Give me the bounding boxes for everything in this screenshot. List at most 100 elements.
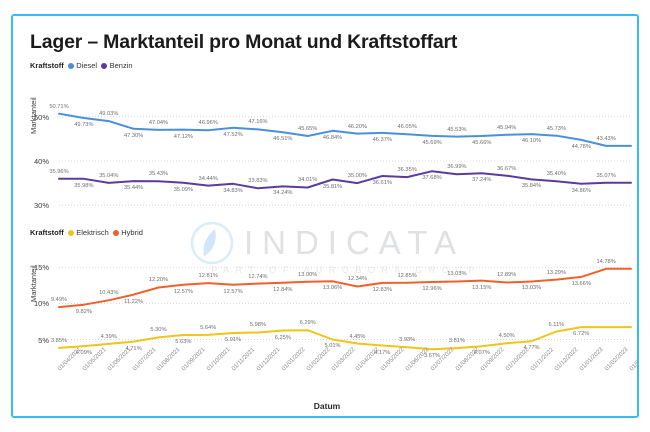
data-label: 10.43% — [99, 290, 119, 297]
data-label: 35.04% — [99, 172, 119, 179]
y-axis-tick: 10% — [33, 299, 49, 309]
data-label: 5.91% — [225, 336, 242, 343]
data-label: 9.49% — [50, 297, 68, 304]
data-label: 34.86% — [571, 187, 591, 194]
data-label: 47.30% — [123, 132, 144, 139]
data-label: 6.72% — [573, 331, 590, 338]
data-label: 35.00% — [347, 173, 368, 180]
data-label: 12.84% — [273, 286, 293, 293]
data-label: 35.44% — [123, 185, 144, 192]
data-label: 46.37% — [372, 136, 392, 143]
data-label: 4.45% — [349, 333, 366, 340]
data-label: 34.24% — [273, 190, 293, 197]
data-label: 5.01% — [324, 343, 341, 350]
data-label: 46.20% — [347, 123, 368, 130]
data-label: 12.85% — [397, 272, 417, 279]
data-label: 3.93% — [399, 337, 416, 344]
legend-item-diesel[interactable]: Diesel — [67, 61, 98, 70]
data-label: 4.39% — [100, 333, 117, 340]
data-label: 45.65% — [298, 126, 318, 133]
data-label: 45.66% — [472, 140, 492, 146]
data-label: 34.44% — [198, 175, 218, 182]
y-axis-tick: 30% — [33, 201, 49, 211]
data-label: 4.09% — [75, 350, 92, 357]
data-label: 46.05% — [397, 124, 417, 131]
data-label: 6.25% — [274, 334, 291, 341]
y-axis-tick: 15% — [33, 263, 49, 273]
data-label: 13.15% — [472, 284, 492, 291]
data-label: 4.71% — [125, 345, 142, 352]
data-label: 46.84% — [322, 134, 343, 141]
data-label: 37.24% — [472, 177, 492, 184]
data-label: 11.22% — [124, 298, 144, 305]
legend-top-title: Kraftstoff — [30, 61, 64, 70]
data-label: 36.67% — [496, 165, 517, 172]
data-label: 12.83% — [372, 286, 392, 293]
data-label: 45.53% — [447, 126, 467, 133]
data-label: 4.50% — [498, 333, 515, 340]
data-label: 12.81% — [198, 273, 218, 280]
series-line-elektrisch — [58, 326, 632, 351]
data-label: 35.09% — [173, 186, 193, 193]
data-label: 47.16% — [248, 119, 268, 126]
data-label: 35.43% — [148, 171, 169, 178]
legend-dot-hybrid — [112, 229, 119, 236]
data-label: 12.34% — [347, 276, 368, 283]
legend-top: Kraftstoff Diesel Benzin — [30, 61, 133, 70]
data-label: 46.10% — [521, 138, 542, 145]
data-label: 45.73% — [546, 125, 567, 132]
data-label: 14.78% — [596, 258, 616, 265]
legend-item-hybrid[interactable]: Hybrid — [112, 228, 143, 237]
data-label: 13.66% — [571, 280, 591, 287]
data-label: 13.06% — [322, 285, 343, 292]
chart-card: Lager – Marktanteil pro Monat und Krafts… — [11, 14, 639, 418]
data-label: 3.81% — [448, 338, 465, 345]
legend-dot-diesel — [67, 62, 74, 69]
data-label: 12.96% — [422, 285, 442, 292]
data-label: 36.61% — [372, 179, 392, 186]
data-label: 12.89% — [496, 272, 517, 279]
data-label: 47.04% — [148, 119, 169, 126]
data-label: 43.43% — [596, 135, 616, 142]
data-label: 45.69% — [422, 139, 442, 146]
chart-bottom — [13, 242, 637, 368]
data-label: 34.83% — [223, 187, 243, 194]
data-label: 36.99% — [447, 164, 467, 171]
legend-label-hybrid: Hybrid — [121, 228, 143, 237]
data-label: 50.71% — [49, 103, 69, 110]
data-label: 35.40% — [546, 171, 567, 178]
data-label: 35.81% — [322, 183, 343, 190]
y-axis-tick: 50% — [33, 112, 49, 122]
data-label: 35.96% — [49, 168, 69, 175]
data-label: 35.98% — [74, 182, 94, 189]
data-label: 4.17% — [374, 349, 391, 356]
data-label: 47.12% — [173, 133, 193, 140]
data-label: 49.73% — [74, 122, 94, 129]
x-axis-label: Datum — [313, 401, 341, 411]
data-label: 37.68% — [422, 175, 442, 182]
data-label: 45.94% — [496, 124, 517, 131]
data-label: 46.96% — [198, 120, 218, 127]
legend-label-diesel: Diesel — [76, 61, 98, 70]
data-label: 4.77% — [523, 345, 540, 352]
series-line-benzin — [58, 170, 632, 190]
data-label: 13.00% — [298, 271, 318, 278]
legend-bottom: Kraftstoff Elektrisch Hybrid — [30, 228, 143, 237]
legend-item-benzin[interactable]: Benzin — [101, 61, 133, 70]
data-label: 34.01% — [298, 177, 318, 184]
data-label: 5.30% — [150, 327, 167, 334]
data-label: 12.20% — [148, 277, 169, 284]
page-title: Lager – Marktanteil pro Monat und Krafts… — [30, 31, 458, 53]
data-label: 12.57% — [223, 288, 243, 295]
data-label: 44.78% — [571, 143, 591, 150]
y-axis-tick: 40% — [33, 157, 49, 166]
data-label: 49.03% — [99, 111, 119, 118]
data-label: 33.83% — [248, 178, 268, 185]
data-label: 4.07% — [473, 350, 490, 357]
data-label: 47.52% — [223, 131, 243, 138]
data-label: 35.84% — [521, 183, 542, 190]
legend-label-elektrisch: Elektrisch — [76, 228, 109, 237]
legend-dot-benzin — [101, 62, 108, 69]
legend-item-elektrisch[interactable]: Elektrisch — [67, 228, 109, 237]
data-label: 5.63% — [175, 338, 192, 345]
